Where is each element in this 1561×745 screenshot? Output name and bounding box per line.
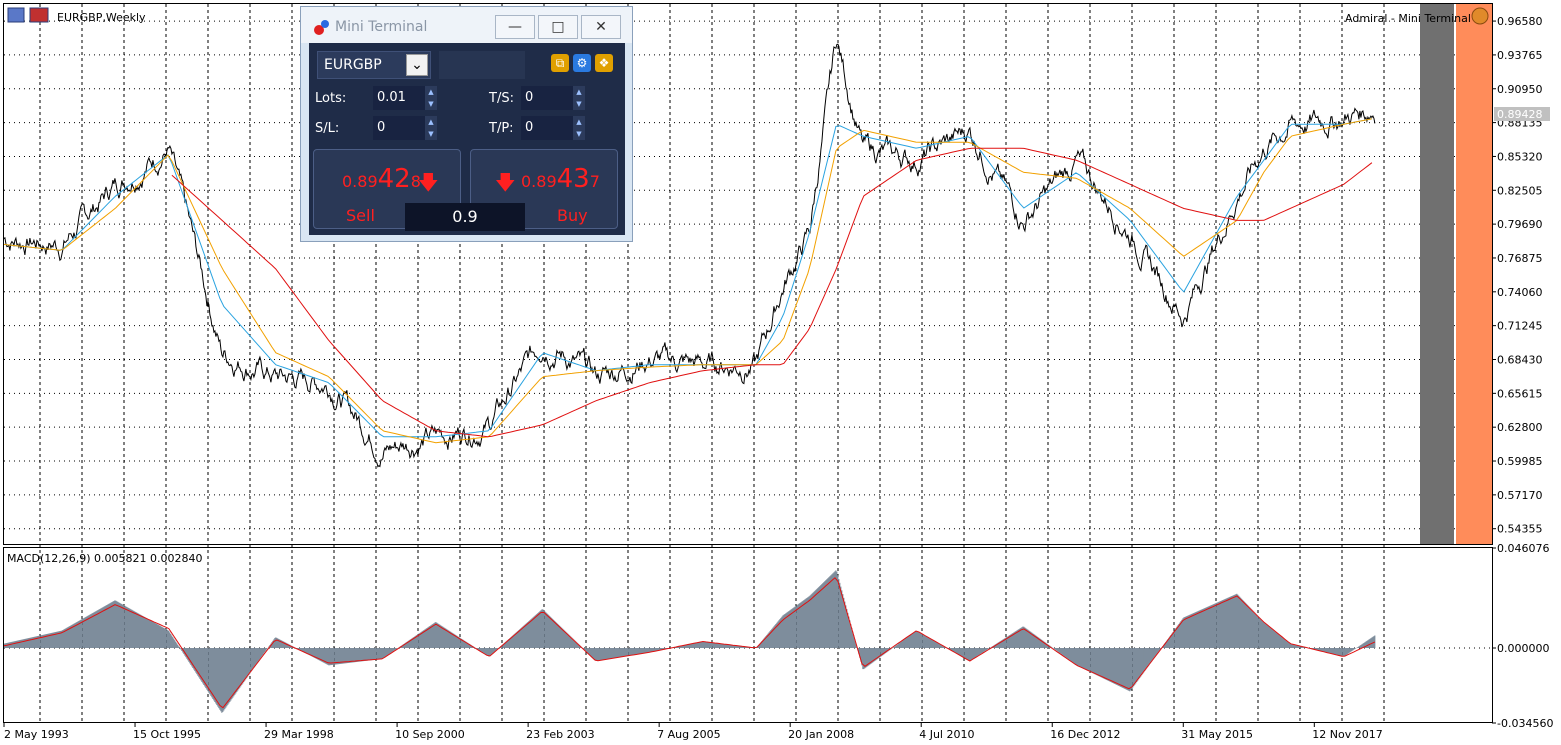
time-tick-label: 31 May 2015 [1181,728,1253,741]
symbol-value: EURGBP [324,57,382,73]
macd-axis: 0.046076 0.000000 -0.034560 [1492,542,1553,730]
mini-terminal-logo-icon [314,20,329,35]
price-tick-label: 0.82505 [1497,184,1543,197]
macd-signal-line [3,577,1376,709]
maximize-button[interactable]: □ [538,15,578,39]
buy-price: 0.89437 [521,164,600,194]
price-tick-label: 0.59985 [1497,455,1543,468]
minimize-icon: — [508,19,522,35]
expert-smiley-icon[interactable] [1471,7,1489,25]
sl-input[interactable]: 0 [373,116,425,140]
close-icon: ✕ [595,19,607,35]
arrow-down-icon: 🡇 [418,170,439,194]
price-tick-label: 0.90950 [1497,83,1543,96]
macd-tick-label: 0.046076 [1497,542,1550,555]
ts-input[interactable]: 0 [521,86,573,110]
lots-stepper[interactable]: ▲ ▼ [425,86,437,110]
price-line [3,43,1376,468]
price-tick-label: 0.54355 [1497,523,1543,536]
time-axis: 2 May 1993 15 Oct 1995 29 Mar 1998 10 Sep 2… [3,723,1383,741]
gear-icon[interactable]: ⚙ [573,54,591,72]
macd-indicator [3,570,1492,713]
info-field [439,51,525,79]
macd-frame [3,547,1493,723]
macd-label: MACD(12,26,9) 0.005821 0.002840 [7,552,203,565]
tp-input[interactable]: 0 [521,116,573,140]
chart-window-icons[interactable] [7,7,49,23]
copy-icon[interactable]: ⧉ [551,54,569,72]
price-tick-label: 0.57170 [1497,489,1543,502]
ts-stepper[interactable]: ▲ ▼ [573,86,585,110]
time-tick-label: 23 Feb 2003 [526,728,594,741]
price-tick-label: 0.62800 [1497,421,1543,434]
ma-slow-line [171,147,1373,438]
current-price-tag [1494,107,1550,121]
ma-fast-line [3,118,1372,438]
macd-tick-label: -0.034560 [1497,717,1553,730]
time-tick-label: 15 Oct 1995 [133,728,201,741]
minimize-button[interactable]: — [495,15,535,39]
chart-shift-area [1420,4,1454,545]
time-tick-label: 20 Jan 2008 [788,728,854,741]
sl-stepper[interactable]: ▲ ▼ [425,116,437,140]
tp-label: T/P: [489,121,514,136]
time-tick-label: 12 Nov 2017 [1312,728,1382,741]
time-tick-label: 29 Mar 1998 [264,728,334,741]
current-price-label: 0.89428 [1497,108,1543,121]
spread-display: 0.9 [405,203,525,231]
broker-label: Admiral - Mini Terminal [1345,12,1471,25]
price-tick-label: 0.74060 [1497,286,1543,299]
price-tick-label: 0.76875 [1497,252,1543,265]
mini-terminal-body: EURGBP ⌄ ⧉ ⚙ ❖ Lots: 0.01 ▲ ▼ T/S: 0 ▲ ▼ S… [309,43,625,235]
sell-label: Sell [346,206,375,225]
ts-label: T/S: [489,91,514,106]
close-button[interactable]: ✕ [581,15,621,39]
maximize-icon: □ [551,19,565,35]
price-tick-label: 0.96580 [1497,15,1543,28]
chart-symbol-title: EURGBP,Weekly [57,11,146,24]
sell-price: 0.89428 [342,164,421,194]
arrow-down-icon: 🡇 [495,170,516,194]
chevron-down-icon[interactable]: ⌄ [406,54,428,76]
buy-label: Buy [557,206,588,225]
terminal-shift-area [1456,4,1492,545]
time-tick-label: 10 Sep 2000 [395,728,465,741]
lots-input[interactable]: 0.01 [373,86,425,110]
mini-terminal-title: Mini Terminal [335,19,428,35]
ma-mid-line [3,118,1372,444]
lots-label: Lots: [315,91,347,106]
price-tick-label: 0.85320 [1497,150,1543,163]
expand-icon[interactable]: ❖ [595,54,613,72]
price-tick-label: 0.93765 [1497,49,1543,62]
price-tick-label: 0.68430 [1497,353,1543,366]
tp-stepper[interactable]: ▲ ▼ [573,116,585,140]
chart-type-icon[interactable] [29,7,49,23]
price-tick-label: 0.79690 [1497,218,1543,231]
mini-terminal-titlebar[interactable]: Mini Terminal — □ ✕ [301,7,632,43]
sl-label: S/L: [315,121,340,136]
time-tick-label: 2 May 1993 [4,728,69,741]
grid-lines [4,4,1492,723]
main-chart-frame [3,3,1493,545]
price-tick-label: 0.65615 [1497,387,1543,400]
price-axis: 0.965800.937650.909500.881350.853200.825… [1492,15,1543,536]
symbol-select[interactable]: EURGBP ⌄ [317,51,431,79]
chart-window-icon[interactable] [7,7,25,23]
time-tick-label: 7 Aug 2005 [657,728,720,741]
price-tick-label: 0.71245 [1497,320,1543,333]
mini-terminal-window[interactable]: Mini Terminal — □ ✕ EURGBP ⌄ ⧉ ⚙ ❖ Lots:… [300,6,633,242]
time-tick-label: 16 Dec 2012 [1050,728,1120,741]
price-series [3,43,1376,468]
macd-tick-label: 0.000000 [1497,642,1550,655]
time-tick-label: 4 Jul 2010 [919,728,974,741]
